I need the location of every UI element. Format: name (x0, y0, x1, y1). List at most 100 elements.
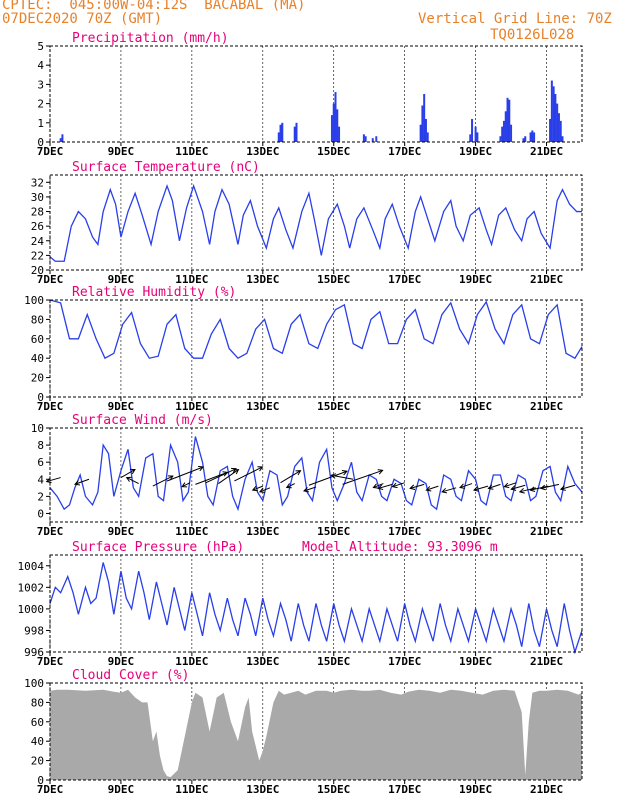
x-tick-label: 19DEC (459, 655, 492, 668)
wind-arrow-head (391, 482, 398, 489)
wind-arrow-shaft (181, 482, 191, 488)
wind-arrow-shaft (441, 487, 457, 493)
precip-bar (506, 97, 509, 142)
x-tick-label: 11DEC (175, 145, 208, 158)
precip-bar (550, 80, 553, 142)
precip-bar (426, 132, 429, 142)
wind-arrow-head (303, 486, 310, 493)
precip-bar (338, 126, 341, 142)
y-tick-label: 22 (31, 249, 44, 262)
y-tick-label: 20 (31, 755, 44, 768)
precip-bar (557, 113, 560, 142)
precip-bar (61, 134, 64, 142)
precip-bar (419, 124, 422, 142)
y-tick-label: 1 (37, 117, 44, 130)
x-tick-label: 7DEC (37, 400, 64, 413)
x-tick-label: 11DEC (175, 400, 208, 413)
precip-bar (362, 134, 365, 142)
x-tick-label: 11DEC (175, 783, 208, 796)
wind-arrow-head (409, 484, 416, 490)
wind-arrow-shaft (410, 483, 425, 489)
y-tick-label: 1004 (18, 560, 45, 573)
x-tick-label: 21DEC (530, 525, 563, 538)
x-tick-label: 9DEC (108, 273, 135, 286)
precip-bar (334, 92, 337, 142)
precip-bar (510, 124, 513, 142)
cloud-area (50, 689, 582, 780)
y-tick-label: 1002 (18, 581, 45, 594)
x-tick-label: 11DEC (175, 273, 208, 286)
y-tick-label: 28 (31, 206, 44, 219)
wind-arrow-head (258, 487, 265, 493)
station-header: CPTEC: 045:00W-04:12S BACABAL (MA) (2, 0, 306, 13)
wind-arrow-head (377, 469, 384, 475)
wind-arrow-shaft (46, 477, 61, 483)
wind-arrow-shaft (331, 474, 354, 480)
wind-arrow-head (459, 483, 466, 489)
x-tick-label: 17DEC (388, 273, 421, 286)
y-tick-label: 40 (31, 735, 44, 748)
y-tick-label: 32 (31, 176, 44, 189)
wind-arrow-shaft (504, 482, 517, 488)
y-tick-label: 80 (31, 313, 44, 326)
x-tick-label: 21DEC (530, 655, 563, 668)
wind-arrow-head (510, 485, 517, 491)
precip-bar (421, 105, 424, 142)
x-tick-label: 9DEC (108, 655, 135, 668)
wind-arrow-head (233, 468, 240, 475)
wind-arrow-head (198, 465, 205, 472)
precip-bar (476, 132, 479, 142)
precip-bar (375, 136, 378, 142)
panel-title: Surface Temperature (nC) (72, 160, 260, 175)
x-tick-label: 21DEC (530, 273, 563, 286)
wind-arrow-head (539, 484, 546, 491)
y-tick-label: 80 (31, 696, 44, 709)
wind-arrow-shaft (373, 483, 384, 489)
precip-bar (59, 138, 62, 142)
panel-title: Relative Humidity (%) (72, 285, 236, 300)
wind-arrow-shaft (126, 477, 139, 484)
wind-arrow-head (167, 475, 174, 481)
precip-bar (281, 122, 284, 142)
precip-bar (559, 120, 562, 142)
y-tick-label: 0 (37, 136, 44, 149)
x-tick-label: 17DEC (388, 145, 421, 158)
precip-bar (279, 124, 282, 142)
panel-title: Surface Pressure (hPa) (72, 540, 244, 555)
x-tick-label: 7DEC (37, 273, 64, 286)
precip-bar (364, 136, 367, 142)
x-tick-label: 19DEC (459, 145, 492, 158)
precip-bar (561, 136, 564, 142)
wind-arrow-head (295, 470, 302, 476)
x-tick-label: 17DEC (388, 783, 421, 796)
x-tick-label: 17DEC (388, 525, 421, 538)
wind-arrow-head (330, 473, 337, 479)
wind-arrow-head (518, 488, 525, 494)
wind-arrow-head (372, 483, 379, 489)
y-tick-label: 2 (37, 98, 44, 111)
precip-bar (332, 103, 335, 142)
x-tick-label: 19DEC (459, 525, 492, 538)
wind-arrow-shaft (488, 483, 501, 489)
x-tick-label: 13DEC (246, 145, 279, 158)
x-tick-label: 9DEC (108, 400, 135, 413)
wind-arrow-shaft (195, 471, 228, 485)
y-tick-label: 8 (37, 439, 44, 452)
wind-arrow-shaft (120, 469, 136, 478)
panel-frame (49, 174, 583, 271)
x-tick-label: 17DEC (388, 400, 421, 413)
precip-bar (501, 126, 504, 142)
panel-title: Surface Wind (m/s) (72, 413, 213, 428)
precip-bar (502, 120, 505, 142)
panel-frame (49, 299, 583, 398)
wind-arrow-head (285, 483, 292, 489)
panel-frame (49, 45, 583, 143)
panel-title: Cloud Cover (%) (72, 668, 189, 683)
precip-bar (474, 126, 477, 142)
precip-bar (508, 99, 511, 142)
x-tick-label: 15DEC (317, 525, 350, 538)
wind-arrow-head (377, 484, 384, 490)
wind-arrow-shaft (218, 469, 239, 484)
x-tick-label: 11DEC (175, 655, 208, 668)
wind-arrow-shaft (166, 466, 204, 482)
